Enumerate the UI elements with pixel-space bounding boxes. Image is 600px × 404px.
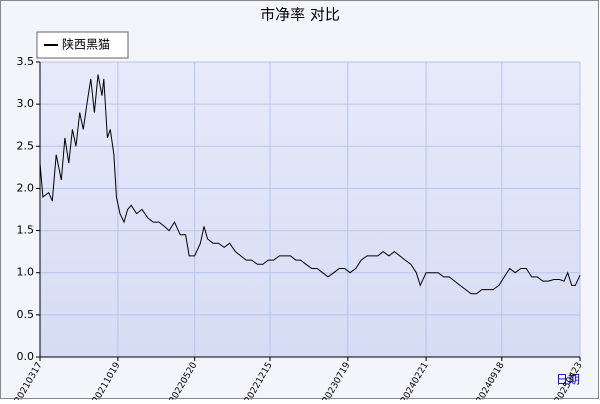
y-tick-label: 3.5	[17, 55, 35, 68]
y-tick-label: 2.5	[17, 139, 35, 152]
series-line	[39, 74, 581, 295]
y-tick-label: 0.0	[17, 350, 35, 363]
y-tick-label: 0.5	[17, 308, 35, 321]
y-tick-label: 1.5	[17, 224, 35, 237]
x-axis-label: 日期	[556, 373, 580, 387]
chart-title: 市净率 对比	[260, 6, 340, 24]
y-tick-label: 1.0	[17, 266, 35, 279]
y-tick-label: 3.0	[17, 97, 35, 110]
plot-area	[40, 62, 580, 357]
legend-label: 陕西黑猫	[62, 37, 110, 52]
y-tick-label: 2.0	[17, 181, 35, 194]
